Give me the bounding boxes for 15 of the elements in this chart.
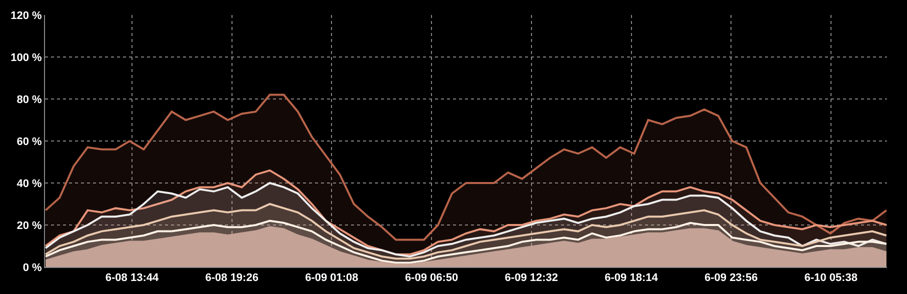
y-tick-label: 120 %: [10, 10, 42, 22]
y-tick-label: 40 %: [16, 178, 42, 190]
x-tick-label: 6-08 13:44: [105, 272, 160, 284]
x-tick-label: 6-10 05:38: [804, 272, 858, 284]
x-tick-label: 6-09 18:14: [604, 272, 659, 284]
y-tick-label: 20 %: [16, 220, 42, 232]
x-tick-label: 6-09 06:50: [404, 272, 458, 284]
x-tick-label: 6-09 01:08: [305, 272, 358, 284]
x-tick-label: 6-09 23:56: [704, 272, 758, 284]
y-tick-label: 80 %: [16, 94, 42, 106]
x-tick-label: 6-08 19:26: [205, 272, 258, 284]
x-tick-label: 6-09 12:32: [504, 272, 558, 284]
y-tick-label: 60 %: [16, 136, 42, 148]
y-tick-label: 0 %: [22, 262, 42, 274]
y-tick-label: 100 %: [10, 52, 42, 64]
